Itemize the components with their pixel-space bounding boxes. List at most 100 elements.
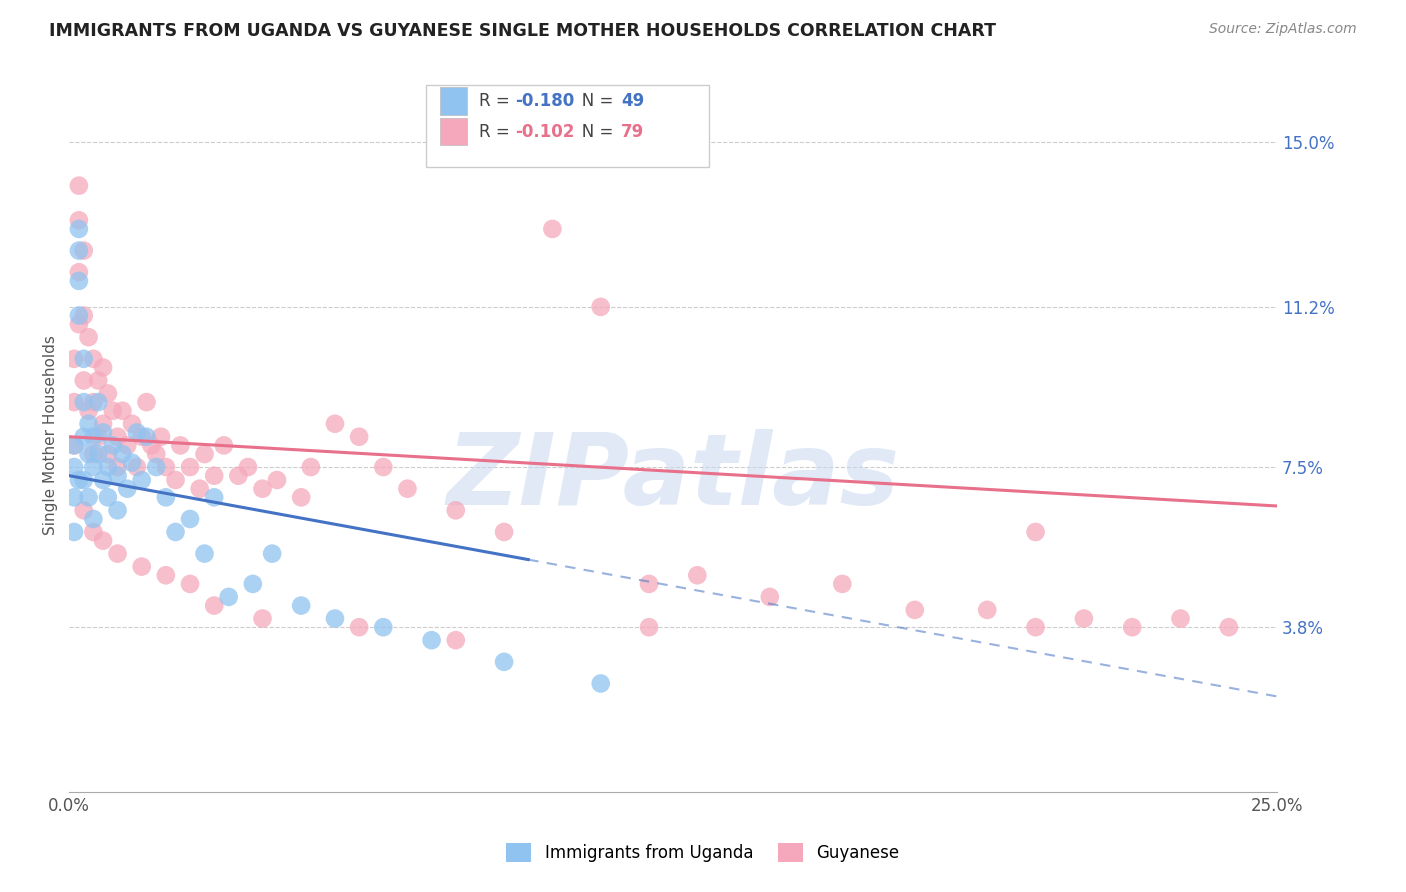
Point (1025, 620, 1047, 634)
Point (97, 447, 120, 461)
Point (67, 473, 90, 487)
Point (131, 430, 153, 444)
Point (67, 274, 90, 288)
Point (444, 503, 467, 517)
Point (155, 568, 177, 582)
Point (77, 447, 100, 461)
Point (107, 547, 129, 561)
Text: R =: R = (478, 123, 515, 141)
Point (193, 447, 215, 461)
Point (91, 473, 114, 487)
Point (82, 460, 104, 475)
Point (135, 395, 157, 409)
Point (686, 568, 709, 582)
Point (150, 430, 173, 444)
Point (101, 403, 124, 417)
Point (347, 430, 370, 444)
Point (444, 633, 467, 648)
Point (67, 213, 90, 227)
Point (494, 655, 516, 669)
Point (82, 512, 104, 526)
Point (541, 222, 564, 236)
Point (82, 430, 104, 444)
Point (63, 460, 86, 475)
Point (125, 460, 148, 475)
Legend: Immigrants from Uganda, Guyanese: Immigrants from Uganda, Guyanese (498, 834, 908, 871)
Point (252, 611, 274, 625)
Point (115, 482, 138, 496)
Point (266, 473, 288, 487)
Point (396, 482, 419, 496)
Point (165, 473, 187, 487)
Point (131, 559, 153, 574)
Point (638, 620, 661, 634)
Text: Source: ZipAtlas.com: Source: ZipAtlas.com (1209, 22, 1357, 37)
Point (299, 460, 322, 475)
Point (63, 438, 86, 452)
Point (115, 438, 138, 452)
Point (63, 491, 86, 505)
Point (202, 468, 225, 483)
Point (179, 577, 201, 591)
Point (202, 599, 225, 613)
Point (97, 386, 120, 401)
Point (107, 460, 129, 475)
Point (494, 524, 516, 539)
Point (1025, 524, 1047, 539)
Point (77, 417, 100, 431)
Text: -0.180: -0.180 (515, 92, 574, 110)
Point (347, 620, 370, 634)
Point (67, 222, 90, 236)
Point (179, 512, 201, 526)
Point (91, 425, 114, 440)
Point (67, 244, 90, 258)
Point (212, 438, 235, 452)
Point (67, 178, 90, 193)
Text: ZIPatlas: ZIPatlas (447, 429, 900, 526)
Point (77, 330, 100, 344)
FancyBboxPatch shape (440, 118, 467, 145)
Point (1073, 611, 1095, 625)
Text: N =: N = (565, 92, 619, 110)
Point (82, 351, 104, 366)
Text: IMMIGRANTS FROM UGANDA VS GUYANESE SINGLE MOTHER HOUSEHOLDS CORRELATION CHART: IMMIGRANTS FROM UGANDA VS GUYANESE SINGL… (49, 22, 997, 40)
Point (638, 577, 661, 591)
Point (131, 473, 153, 487)
Point (101, 438, 124, 452)
Y-axis label: Single Mother Households: Single Mother Households (44, 334, 58, 534)
Point (91, 360, 114, 375)
Point (252, 482, 274, 496)
Point (323, 417, 346, 431)
Point (135, 430, 157, 444)
Point (73, 374, 96, 388)
Point (63, 351, 86, 366)
Point (121, 417, 143, 431)
Point (97, 491, 120, 505)
Point (236, 460, 259, 475)
Text: 79: 79 (621, 123, 644, 141)
Point (165, 524, 187, 539)
Point (63, 395, 86, 409)
Point (107, 503, 129, 517)
Point (589, 676, 612, 690)
Point (107, 468, 129, 483)
Point (420, 633, 443, 648)
Point (63, 438, 86, 452)
Point (67, 265, 90, 279)
Point (290, 599, 312, 613)
Point (67, 317, 90, 331)
Point (262, 547, 284, 561)
Point (87, 395, 110, 409)
Point (179, 460, 201, 475)
Point (97, 460, 120, 475)
Point (82, 395, 104, 409)
Point (73, 309, 96, 323)
Point (1170, 611, 1192, 625)
Point (87, 374, 110, 388)
Point (202, 491, 225, 505)
Point (82, 524, 104, 539)
Point (373, 460, 395, 475)
Point (141, 438, 163, 452)
FancyBboxPatch shape (426, 85, 710, 167)
Point (125, 425, 148, 440)
